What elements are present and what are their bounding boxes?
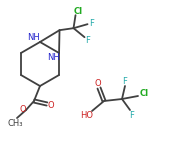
Text: F: F [89, 19, 94, 28]
Text: NH: NH [47, 52, 60, 62]
Text: NH: NH [27, 34, 39, 42]
Text: F: F [123, 76, 127, 86]
Text: O: O [95, 79, 101, 87]
Text: CH₃: CH₃ [7, 118, 23, 128]
Text: Cl: Cl [74, 7, 83, 16]
Text: F: F [130, 111, 134, 119]
Text: Cl: Cl [139, 90, 149, 98]
Text: O: O [48, 100, 54, 110]
Text: F: F [85, 36, 90, 45]
Text: HO: HO [81, 111, 94, 119]
Text: O: O [20, 104, 26, 114]
